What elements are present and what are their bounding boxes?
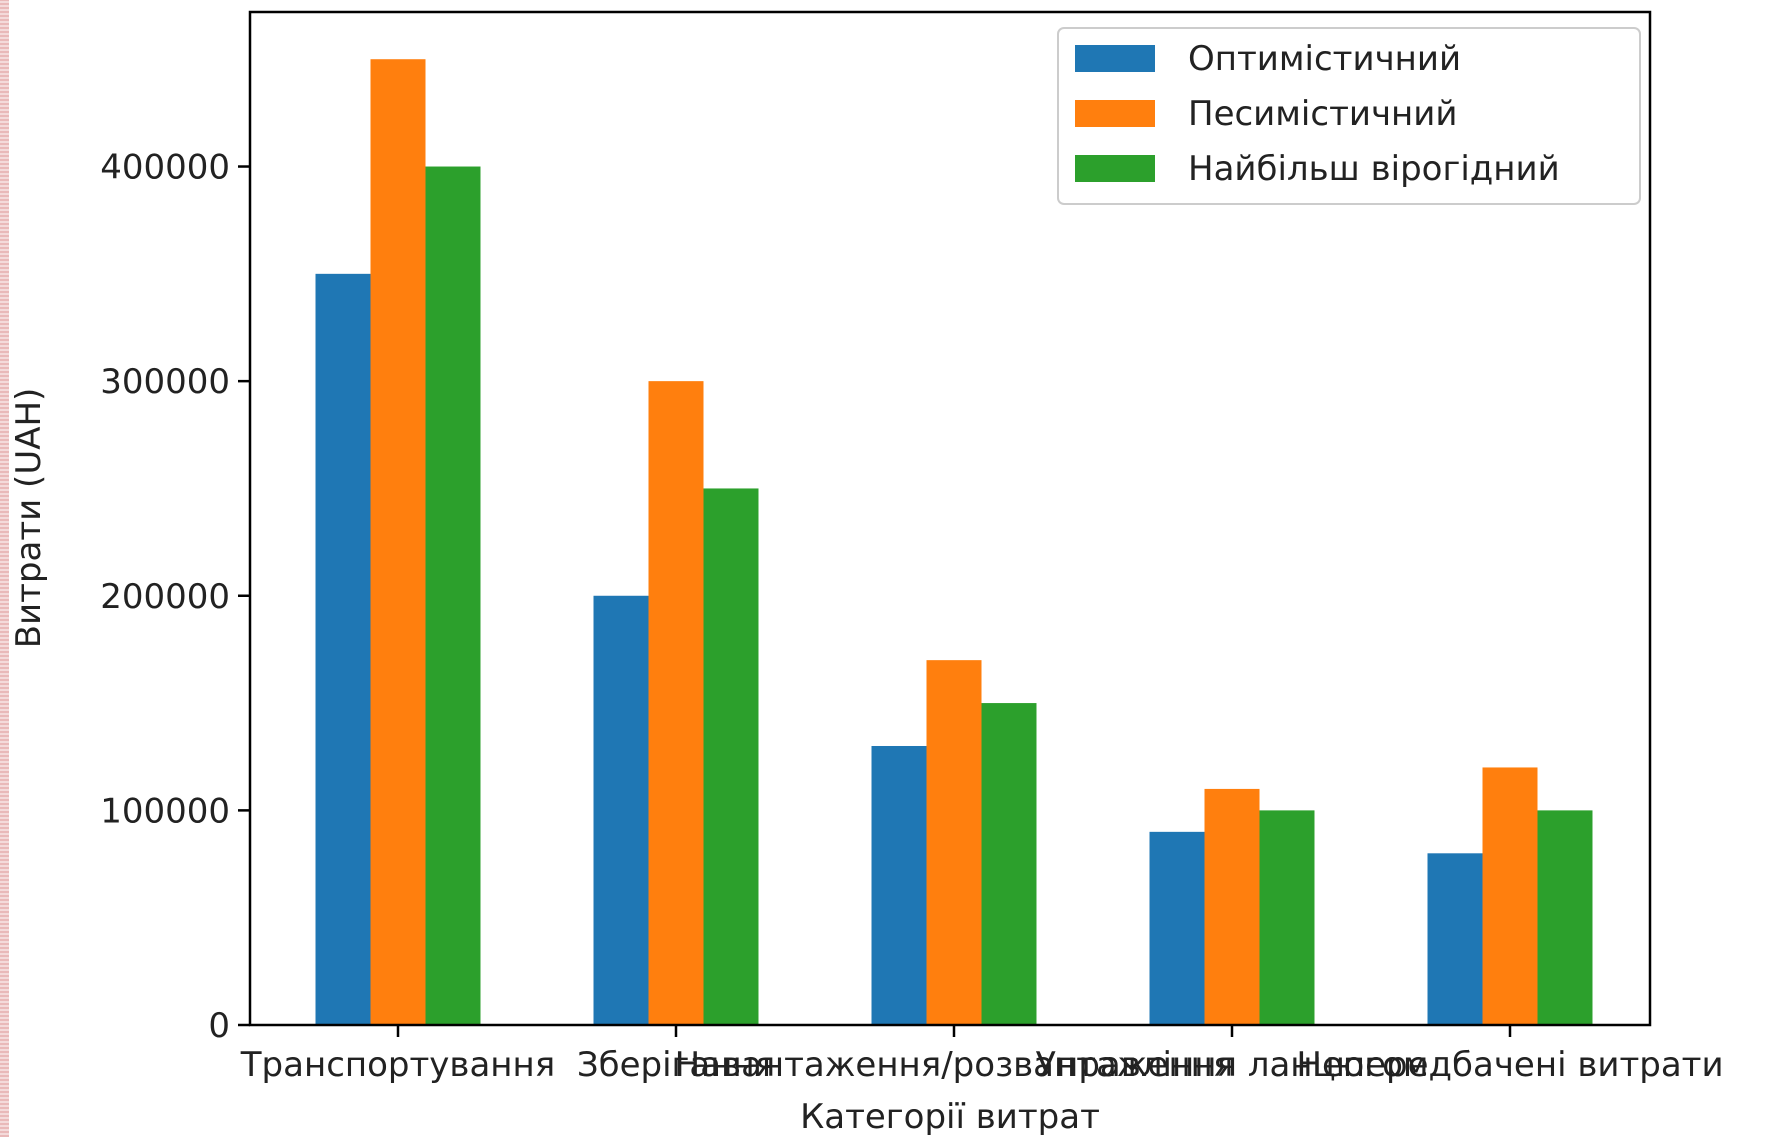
legend-frame bbox=[1057, 27, 1641, 205]
legend-label-2: Песимістичний bbox=[1188, 94, 1457, 134]
bar-3-1 bbox=[425, 166, 481, 1026]
bar-1-2 bbox=[593, 595, 649, 1025]
bar-2-1 bbox=[370, 59, 426, 1025]
y-axis: 0 100000 200000 300000 400000 bbox=[100, 148, 250, 1046]
legend-label-1: Оптимістичний bbox=[1188, 39, 1461, 79]
x-axis: Транспортування ЗберіганняНавантаження/ро… bbox=[240, 1025, 1724, 1085]
x-tick-label-1: Зберігання bbox=[577, 1045, 775, 1085]
legend-swatch-2 bbox=[1075, 100, 1155, 127]
x-axis-label: Категорії витрат bbox=[800, 1097, 1100, 1137]
x-tick-label-2: Навантаження/розвантаження bbox=[675, 1045, 1234, 1085]
bar-1-3 bbox=[871, 745, 927, 1025]
y-tick-label-2: 200000 bbox=[100, 577, 230, 617]
y-tick-label-4: 400000 bbox=[100, 148, 230, 188]
legend-label-3: Найбільш вірогідний bbox=[1188, 149, 1560, 189]
bar-1-4 bbox=[1149, 831, 1205, 1025]
y-axis-label: Витрати (UAH) bbox=[9, 388, 49, 649]
x-tick-label-0: Транспортування bbox=[240, 1045, 555, 1085]
legend-swatch-3 bbox=[1075, 155, 1155, 182]
y-tick-label-1: 100000 bbox=[100, 791, 230, 831]
x-tick-label-4: Непередбачені витрати bbox=[1296, 1045, 1723, 1085]
bar-3-2 bbox=[703, 488, 759, 1026]
bar-3-5 bbox=[1537, 810, 1593, 1025]
x-tick-label-3: Управління ланцюгом bbox=[1035, 1045, 1428, 1085]
bar-3-3 bbox=[981, 703, 1037, 1025]
plot-frame bbox=[248, 10, 1652, 1027]
y-tick-label-3: 300000 bbox=[100, 362, 230, 402]
left-border-strip bbox=[0, 0, 9, 1137]
legend-swatch-1 bbox=[1075, 45, 1155, 72]
legend: Оптимістичний Песимістичний Найбільш вірог… bbox=[1057, 27, 1641, 205]
bar-2-4 bbox=[1204, 788, 1260, 1025]
bar-2-3 bbox=[926, 660, 982, 1025]
bar-2-2 bbox=[648, 381, 704, 1026]
bar-2-5 bbox=[1482, 767, 1538, 1025]
bar-1-5 bbox=[1427, 853, 1483, 1025]
bars-group bbox=[315, 59, 1593, 1026]
y-tick-label-0: 0 bbox=[208, 1006, 230, 1046]
bar-3-4 bbox=[1259, 810, 1315, 1025]
bar-1-1 bbox=[315, 273, 371, 1026]
